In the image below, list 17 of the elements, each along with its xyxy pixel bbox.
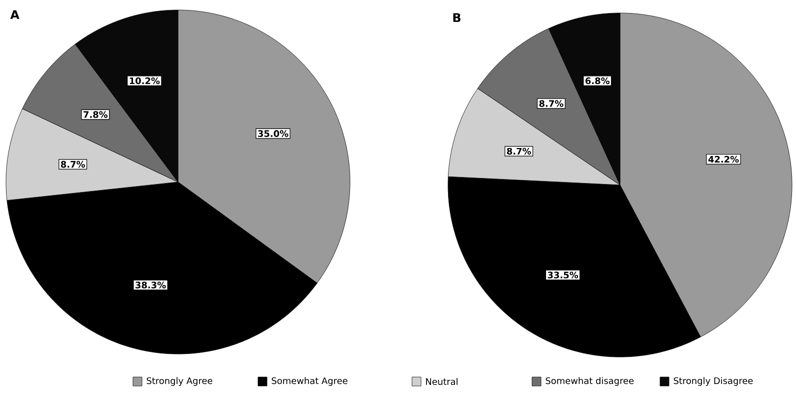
data-label: 8.7% bbox=[539, 100, 564, 107]
chart-title: A bbox=[10, 10, 20, 19]
data-label: 8.7% bbox=[60, 160, 85, 168]
data-label: 35.0% bbox=[258, 130, 288, 137]
legend-label: Neutral bbox=[426, 378, 458, 385]
chart-title: B bbox=[453, 13, 460, 22]
legend-label: Somewhat disagree bbox=[546, 377, 634, 386]
data-label: 10.2% bbox=[130, 77, 160, 84]
data-label: 38.3% bbox=[136, 282, 166, 288]
legend-label: Strongly Disagree bbox=[674, 377, 753, 386]
data-label: 42.2% bbox=[708, 156, 739, 163]
legend-label: Strongly Agree bbox=[146, 377, 212, 386]
data-label: 8.7% bbox=[506, 148, 532, 155]
data-label: 6.8% bbox=[586, 77, 610, 84]
data-label: 33.5% bbox=[548, 272, 578, 278]
legend-label: Somewhat Agree bbox=[272, 377, 348, 386]
data-label: 7.8% bbox=[84, 111, 108, 118]
